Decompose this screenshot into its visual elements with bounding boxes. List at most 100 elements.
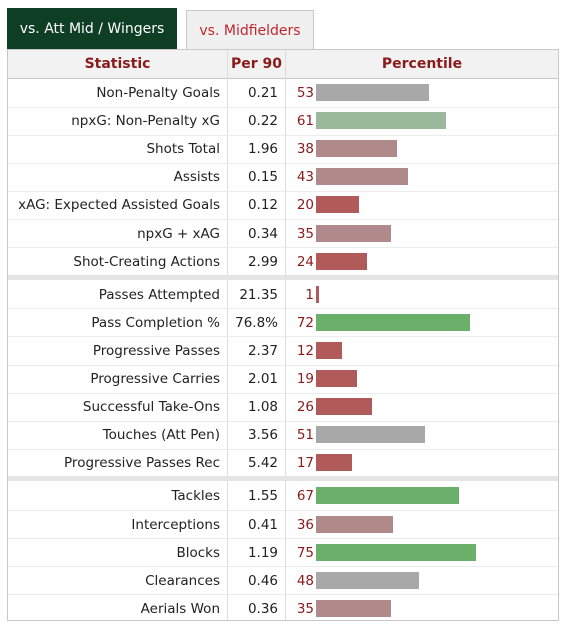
percentile-bar [316, 140, 397, 158]
per90-value: 0.12 [247, 197, 278, 214]
stat-label: npxG: Non-Penalty xG [71, 113, 220, 130]
percentile-bar [316, 252, 367, 270]
stat-label: Interceptions [131, 516, 220, 533]
percentile-bar [316, 398, 372, 416]
per90-value: 1.96 [247, 141, 278, 158]
table-row: xAG: Expected Assisted Goals 0.12 20 [8, 191, 558, 219]
row-divider [8, 134, 558, 136]
per90-value: 1.19 [247, 544, 278, 561]
table-row: Interceptions 0.41 36 [8, 511, 558, 539]
row-divider [8, 594, 558, 596]
table-row: Shots Total 1.96 38 [8, 135, 558, 163]
percentile-bar [316, 196, 359, 214]
row-divider [8, 106, 558, 108]
stat-label: Tackles [171, 488, 220, 505]
column-divider [227, 50, 228, 620]
percentile-value: 17 [296, 455, 314, 472]
stat-label: Shots Total [146, 141, 220, 158]
per90-value: 2.37 [247, 342, 278, 359]
table-row: Assists 0.15 43 [8, 163, 558, 191]
header-per90[interactable]: Per 90 [230, 56, 283, 72]
row-divider [8, 219, 558, 220]
percentile-value: 53 [296, 85, 314, 101]
table-row: Progressive Passes 2.37 12 [8, 337, 558, 365]
table-row: Blocks 1.19 75 [8, 539, 558, 567]
percentile-value: 1 [305, 286, 314, 303]
stat-label: Progressive Passes Rec [64, 455, 220, 472]
percentile-value: 35 [296, 225, 314, 242]
per90-value: 76.8% [235, 314, 278, 331]
table-row: Touches (Att Pen) 3.56 51 [8, 421, 558, 449]
stat-label: Blocks [176, 544, 220, 561]
stat-label: npxG + xAG [137, 225, 220, 242]
header-percentile[interactable]: Percentile [381, 56, 463, 72]
percentile-value: 26 [296, 399, 314, 416]
group-separator [8, 476, 558, 482]
percentile-value: 19 [296, 371, 314, 387]
stat-label: Progressive Carries [90, 371, 220, 387]
stat-label: Progressive Passes [92, 342, 220, 359]
stat-label: Pass Completion % [91, 314, 220, 331]
percentile-value: 36 [296, 516, 314, 533]
table-row: Pass Completion % 76.8% 72 [8, 309, 558, 337]
row-divider [8, 566, 558, 568]
percentile-bar [316, 341, 342, 359]
percentile-bar [316, 112, 446, 130]
percentile-bar [316, 426, 425, 444]
percentile-bar [316, 285, 319, 303]
percentile-value: 75 [296, 544, 314, 561]
percentile-bar [316, 224, 391, 242]
percentile-bar [316, 515, 393, 533]
percentile-bar [316, 599, 391, 617]
percentile-value: 67 [296, 488, 314, 505]
percentile-value: 61 [296, 113, 314, 130]
per90-value: 1.55 [247, 488, 278, 505]
per90-value: 0.36 [247, 600, 278, 617]
table-row: Passes Attempted 21.35 1 [8, 281, 558, 309]
per90-value: 21.35 [239, 286, 278, 303]
row-divider [8, 538, 558, 540]
table-row: Non-Penalty Goals 0.21 53 [8, 79, 558, 107]
percentile-value: 72 [296, 314, 314, 331]
table-row: npxG: Non-Penalty xG 0.22 61 [8, 107, 558, 135]
per90-value: 5.42 [247, 455, 278, 472]
percentile-bar [316, 454, 352, 472]
header-statistic[interactable]: Statistic [84, 56, 151, 72]
tab-midfielders[interactable]: vs. Midfielders [186, 10, 314, 50]
row-divider [8, 308, 558, 310]
percentile-value: 35 [296, 600, 314, 617]
group-separator [8, 274, 558, 280]
table-row: Clearances 0.46 48 [8, 567, 558, 595]
stat-label: Clearances [145, 572, 220, 589]
per90-value: 3.56 [247, 427, 278, 444]
per90-value: 0.46 [247, 572, 278, 589]
stat-label: Aerials Won [140, 600, 220, 617]
stat-label: Passes Attempted [98, 286, 220, 303]
per90-value: 2.01 [247, 371, 278, 387]
stat-label: Assists [173, 169, 220, 186]
stat-label: Non-Penalty Goals [96, 85, 220, 101]
percentile-value: 24 [296, 253, 314, 270]
percentile-bar [316, 487, 459, 505]
percentile-bar [316, 313, 470, 331]
table-row: Tackles 1.55 67 [8, 482, 558, 510]
percentile-bar [316, 168, 408, 186]
row-divider [8, 510, 558, 511]
percentile-bar [316, 370, 357, 387]
stat-label: Shot-Creating Actions [73, 253, 220, 270]
percentile-value: 38 [296, 141, 314, 158]
per90-value: 0.41 [247, 516, 278, 533]
stat-label: Touches (Att Pen) [102, 427, 220, 444]
per90-value: 0.22 [247, 113, 278, 130]
percentile-value: 43 [296, 169, 314, 186]
tab-att-mid-wingers[interactable]: vs. Att Mid / Wingers [7, 8, 177, 50]
row-divider [8, 162, 558, 164]
stat-label: xAG: Expected Assisted Goals [18, 197, 220, 214]
per90-value: 0.21 [247, 85, 278, 101]
row-divider [8, 247, 558, 249]
row-divider [8, 420, 558, 422]
table-row: Successful Take-Ons 1.08 26 [8, 393, 558, 421]
table-row: Progressive Passes Rec 5.42 17 [8, 449, 558, 477]
percentile-table: Statistic Per 90 Percentile Non-Penalty … [7, 49, 559, 621]
table-row: Shot-Creating Actions 2.99 24 [8, 248, 558, 276]
